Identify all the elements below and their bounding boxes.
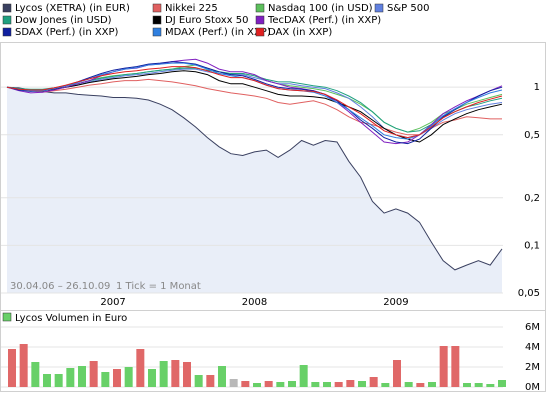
legend-label: DJ Euro Stoxx 50	[165, 15, 249, 26]
legend-label: Dow Jones (in USD)	[15, 15, 112, 26]
x-tick-label: 2009	[383, 297, 408, 308]
series-line	[6, 86, 503, 271]
legend-label: DAX (in XXP)	[268, 27, 332, 38]
volume-bar	[78, 366, 86, 387]
volume-bar	[8, 349, 16, 387]
volume-bar	[89, 361, 98, 387]
volume-bar	[136, 349, 145, 387]
volume-bar	[334, 382, 343, 387]
volume-bar	[43, 374, 51, 387]
volume-bar	[451, 346, 460, 387]
volume-bar	[393, 360, 401, 387]
volume-bar	[323, 382, 331, 387]
series-area	[7, 87, 502, 293]
tick-note: 1 Tick = 1 Monat	[116, 281, 201, 292]
y-tick-label: 0,1	[524, 240, 540, 251]
volume-bar	[346, 380, 355, 387]
y-tick-label: 1	[534, 82, 540, 93]
legend-swatch	[255, 15, 265, 25]
volume-bar	[264, 381, 273, 387]
legend-label: MDAX (Perf.) (in XXP)	[165, 27, 271, 38]
y-tick-label: 6M	[525, 322, 540, 333]
volume-legend-label: Lycos Volumen in Euro	[15, 313, 127, 324]
volume-bar	[486, 384, 495, 387]
legend-label: Nikkei 225	[165, 3, 218, 14]
volume-bar	[54, 374, 63, 387]
volume-bar	[416, 383, 425, 387]
x-tick-label: 2008	[242, 297, 267, 308]
volume-bar	[498, 380, 506, 387]
volume-bar	[206, 375, 215, 387]
legend-swatch	[152, 3, 162, 13]
volume-bar	[299, 365, 308, 387]
y-tick-label: 0M	[525, 382, 540, 393]
volume-bar	[381, 383, 390, 387]
volume-bar	[474, 383, 483, 387]
y-tick-label: 0,2	[524, 193, 540, 204]
x-tick-label: 2007	[100, 297, 125, 308]
legend-swatch	[374, 3, 384, 13]
volume-bar	[218, 366, 226, 387]
volume-bar	[148, 369, 156, 387]
volume-bar	[19, 344, 28, 387]
volume-bar	[101, 372, 110, 387]
volume-bar	[369, 377, 378, 387]
volume-bar	[311, 382, 320, 387]
legend-swatch	[2, 3, 12, 13]
volume-bar	[358, 381, 366, 387]
date-range: 30.04.06 – 26.10.09	[10, 281, 110, 292]
legend-swatch	[152, 27, 162, 37]
volume-bar	[241, 381, 250, 387]
volume-bar	[404, 382, 413, 387]
legend-swatch	[152, 15, 162, 25]
volume-bar	[113, 369, 121, 387]
volume-bar	[194, 375, 203, 387]
legend-label: SDAX (Perf.) (in XXP)	[15, 27, 119, 38]
volume-bar	[439, 346, 448, 387]
series-line	[6, 61, 503, 145]
y-tick-label: 0,05	[518, 288, 540, 299]
volume-bar	[66, 368, 75, 387]
volume-bar	[288, 381, 296, 387]
volume-bar	[229, 379, 238, 387]
volume-bar	[428, 382, 436, 387]
series-line	[6, 70, 503, 143]
volume-bar	[183, 362, 191, 387]
y-tick-label: 4M	[525, 342, 540, 353]
volume-legend-swatch	[2, 312, 12, 322]
volume-bar	[253, 383, 261, 387]
legend-label: Lycos (XETRA) (in EUR)	[15, 3, 130, 14]
volume-bar	[276, 382, 285, 387]
volume-bar	[159, 361, 168, 387]
volume-bar	[124, 367, 133, 387]
volume-bar	[463, 383, 471, 387]
legend-label: TecDAX (Perf.) (in XXP)	[267, 15, 381, 26]
legend-swatch	[255, 27, 265, 37]
legend-label: S&P 500	[387, 3, 429, 14]
legend-swatch	[2, 15, 12, 25]
series-line	[6, 66, 503, 139]
legend-swatch	[255, 3, 265, 13]
y-tick-label: 2M	[525, 362, 540, 373]
volume-bar	[31, 362, 40, 387]
y-tick-label: 0,5	[524, 130, 540, 141]
volume-bar	[171, 360, 180, 387]
legend-swatch	[2, 27, 12, 37]
legend-label: Nasdaq 100 (in USD)	[268, 3, 373, 14]
